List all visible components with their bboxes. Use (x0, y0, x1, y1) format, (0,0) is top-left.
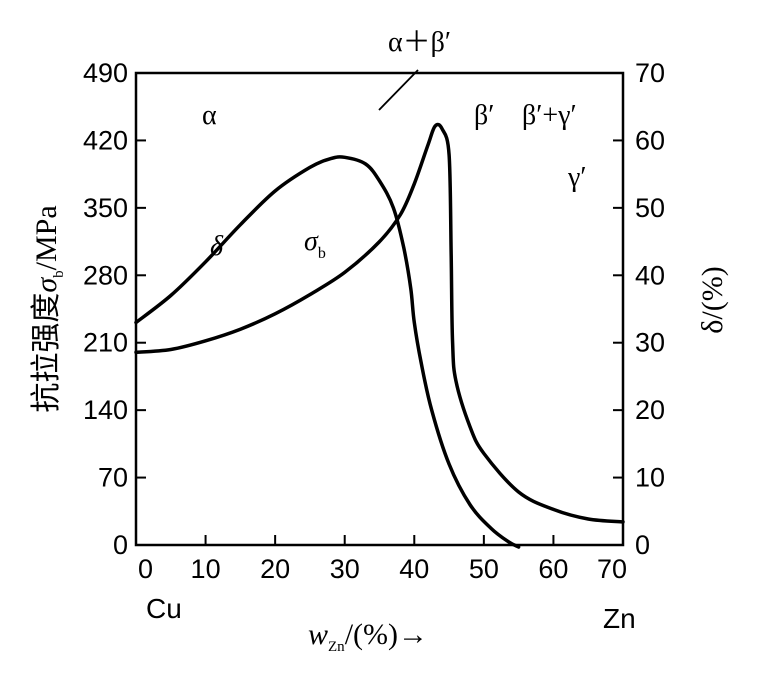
x-axis: 0 10 20 30 40 50 60 70 (135, 535, 627, 584)
phase-label-beta: β′ (474, 100, 494, 131)
left-y-axis-title-cn: 抗拉强度 (30, 293, 63, 413)
delta-curve (134, 155, 521, 549)
phase-label-beta-gamma: β′+γ′ (522, 100, 577, 131)
x-tick-label: 20 (260, 554, 290, 584)
x-tick-label: 60 (538, 554, 568, 584)
x-tick-label: 70 (597, 554, 627, 584)
right-y-axis-title: δ/(%) (696, 266, 729, 333)
curve-label-delta: δ (210, 231, 224, 262)
left-y-axis: 0 70 140 210 280 350 420 490 (83, 58, 146, 560)
x-tick-label: 10 (191, 554, 221, 584)
x-right-end-label: Zn (603, 603, 636, 634)
left-y-tick-label: 420 (83, 125, 128, 155)
left-y-tick-label: 0 (113, 530, 128, 560)
x-tick-label: 0 (138, 554, 153, 584)
right-y-tick-label: 60 (635, 125, 665, 155)
left-y-axis-title-suffix: /MPa (30, 205, 63, 270)
left-y-axis-title-sub: b (51, 270, 67, 278)
left-y-tick-label: 140 (83, 395, 128, 425)
phase-label-alpha-beta: α＋β′ (388, 27, 451, 58)
curves (134, 122, 625, 549)
right-y-axis: 0 10 20 30 40 50 60 70 (613, 58, 665, 560)
left-y-tick-label: 280 (83, 260, 128, 290)
right-y-tick-label: 0 (635, 530, 650, 560)
right-y-tick-label: 20 (635, 395, 665, 425)
phase-label-alpha: α (202, 100, 217, 131)
plot-frame (134, 71, 625, 547)
phase-label-gamma: γ′ (567, 162, 587, 193)
left-y-tick-label: 350 (83, 193, 128, 223)
sigma-b-curve (134, 122, 625, 524)
right-y-tick-label: 40 (635, 260, 665, 290)
right-y-tick-label: 30 (635, 328, 665, 358)
left-y-axis-title: 抗拉强度σb/MPa (30, 205, 67, 412)
phase-pointer-line (378, 69, 419, 111)
x-left-end-label: Cu (146, 593, 182, 624)
right-y-tick-label: 10 (635, 463, 665, 493)
left-y-tick-label: 210 (83, 328, 128, 358)
curve-label-sigma-symbol: σ (304, 226, 319, 257)
left-y-tick-label: 70 (98, 463, 128, 493)
curve-label-sigma: σb (304, 226, 326, 262)
curve-label-sigma-sub: b (318, 245, 326, 262)
x-tick-label: 40 (399, 554, 429, 584)
x-tick-label: 50 (469, 554, 499, 584)
x-axis-title-suffix: /(%)→ (345, 618, 428, 651)
right-y-tick-label: 70 (635, 58, 665, 88)
x-axis-title: wZn/(%)→ (308, 618, 428, 655)
x-axis-title-symbol: w (308, 618, 328, 651)
right-y-tick-label: 50 (635, 193, 665, 223)
x-tick-label: 30 (330, 554, 360, 584)
left-y-tick-label: 490 (83, 58, 128, 88)
left-y-axis-title-symbol: σ (30, 277, 63, 293)
x-axis-title-sub: Zn (328, 639, 345, 655)
